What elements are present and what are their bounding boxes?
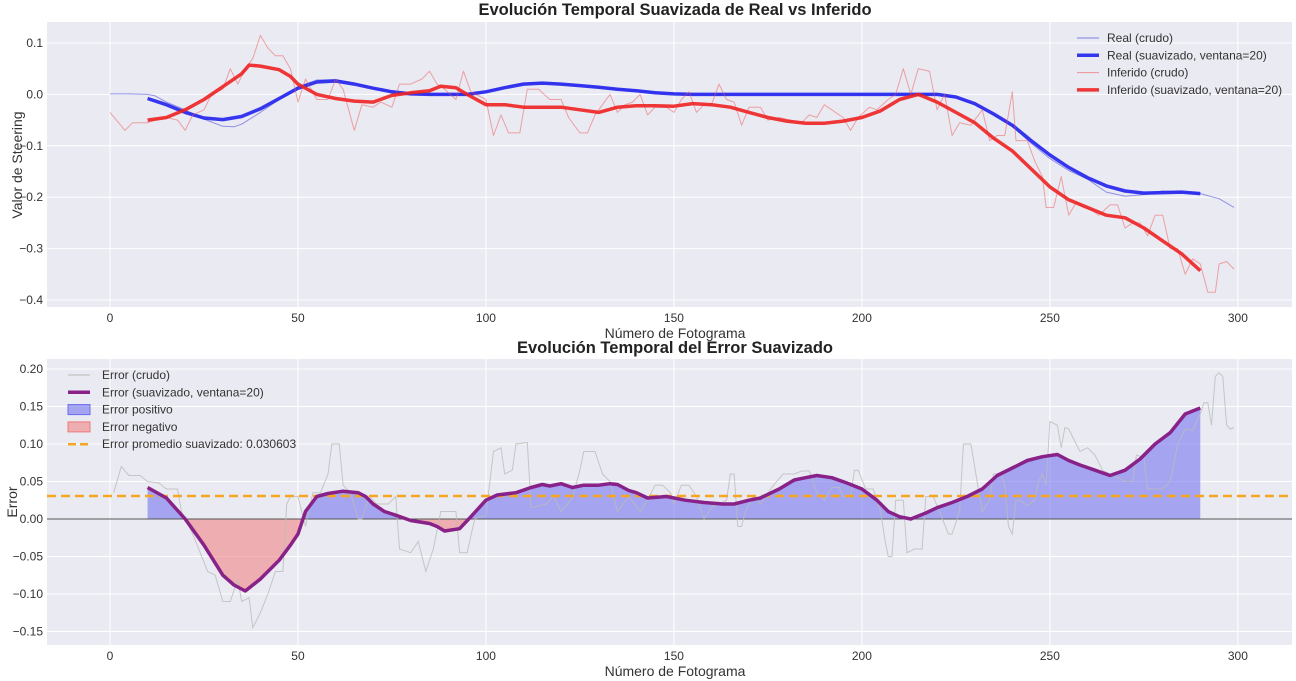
y-axis-label-bottom: Error (4, 486, 20, 517)
legend-label: Error (crudo) (102, 368, 170, 382)
legend-label: Real (suavizado, ventana=20) (1107, 48, 1267, 62)
x-tick-label: 150 (664, 649, 684, 663)
y-tick-label: 0.1 (26, 36, 43, 50)
x-tick-label: 150 (664, 311, 684, 325)
y-tick-label: 0.05 (20, 474, 44, 488)
x-axis-label-bottom: Número de Fotograma (605, 663, 746, 679)
y-tick-label: 0.00 (20, 512, 44, 526)
y-tick-label: −0.2 (19, 190, 43, 204)
x-tick-label: 250 (1040, 311, 1060, 325)
y-tick-label: −0.10 (13, 587, 44, 601)
legend-label: Error positivo (102, 403, 173, 417)
legend-label: Inferido (suavizado, ventana=20) (1107, 83, 1282, 97)
positive-error-area (147, 408, 1201, 519)
y-axis-label-top: Valor de Steering (9, 111, 25, 218)
x-tick-label: 100 (476, 649, 496, 663)
legend-label: Inferido (crudo) (1107, 66, 1188, 80)
legend-swatch (67, 404, 91, 416)
y-tick-label: −0.4 (19, 293, 43, 307)
legend-label: Error promedio suavizado: 0.030603 (102, 437, 296, 451)
x-tick-label: 50 (291, 311, 305, 325)
legend-bottom: Error (crudo) Error (suavizado, ventana=2… (67, 368, 296, 451)
series-line-inferido-suavizado-ventana-20- (147, 63, 1202, 272)
x-axis-label-top: Número de Fotograma (605, 325, 746, 341)
plot-area-bottom: 0 50 100 150 200 250 300 0.20 0.15 0.10 0.05 0.00 −0… (13, 359, 1292, 663)
series-line-error-crudo (113, 371, 1235, 630)
x-tick-label: 0 (107, 649, 114, 663)
x-tick-label: 200 (852, 649, 872, 663)
chart-title-top: Evolución Temporal Suavizada de Real vs … (478, 1, 871, 19)
x-tick-label: 50 (291, 649, 305, 663)
x-tick-label: 250 (1040, 649, 1060, 663)
x-tick-label: 0 (107, 311, 114, 325)
y-tick-label: 0.10 (20, 437, 44, 451)
x-tick-label: 300 (1228, 649, 1248, 663)
y-tick-label: −0.05 (13, 549, 44, 563)
y-tick-label: 0.0 (26, 87, 43, 101)
x-tick-label: 300 (1228, 311, 1248, 325)
series-line-real-suavizado-ventana-20- (147, 79, 1201, 196)
plot-background (47, 22, 1292, 307)
y-tick-label: 0.15 (20, 399, 44, 413)
y-tick-label: −0.3 (19, 242, 43, 256)
legend-label: Real (crudo) (1107, 31, 1173, 45)
plot-area-top: 0 50 100 150 200 250 300 0.1 0.0 −0.1 −0.2 −0.3 −0.4… (19, 22, 1292, 325)
legend-swatch (67, 421, 91, 433)
legend-label: Error (suavizado, ventana=20) (102, 385, 264, 399)
series-line-error-suavizado (146, 406, 1201, 593)
legend-label: Error negativo (102, 420, 178, 434)
y-tick-label: −0.15 (13, 624, 44, 638)
x-tick-label: 100 (476, 311, 496, 325)
series-line-inferido-crudo- (109, 34, 1235, 293)
y-tick-label: 0.20 (20, 362, 44, 376)
chart-title-bottom: Evolución Temporal del Error Suavizado (517, 339, 833, 357)
legend-top: Real (crudo) Real (suavizado, ventana=20)… (1077, 31, 1282, 97)
negative-error-area (185, 518, 911, 591)
y-tick-label: −0.1 (19, 139, 43, 153)
x-tick-label: 200 (852, 311, 872, 325)
